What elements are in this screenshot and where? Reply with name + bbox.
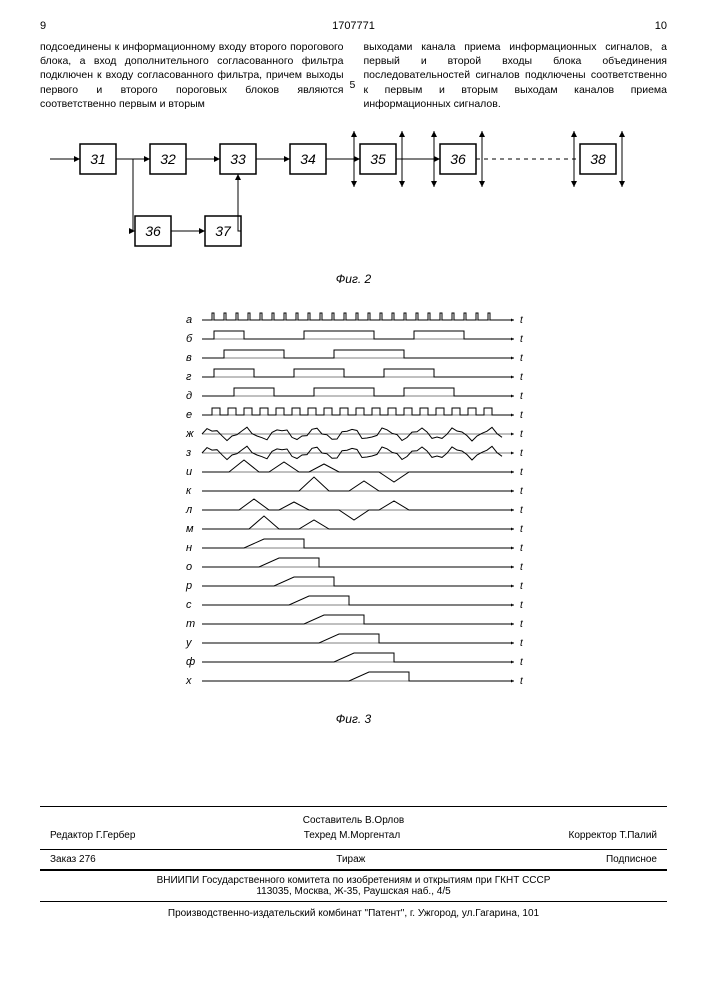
editor: Редактор Г.Гербер [50, 828, 135, 843]
fig2-svg: 31 32 33 34 35 36 38 36 37 [40, 126, 660, 266]
svg-text:t: t [520, 505, 524, 516]
svg-text:м: м [186, 523, 194, 535]
svg-text:н: н [186, 542, 192, 554]
order-row: Заказ 276 Тираж Подписное [40, 850, 667, 871]
svg-text:t: t [520, 562, 524, 573]
svg-text:р: р [185, 580, 192, 592]
svg-text:33: 33 [230, 151, 246, 167]
svg-text:37: 37 [215, 223, 232, 239]
svg-text:31: 31 [90, 151, 106, 167]
org-block: ВНИИПИ Государственного комитета по изоб… [40, 871, 667, 902]
credits-block: Составитель В.Орлов Редактор Г.Гербер Те… [40, 806, 667, 850]
svg-text:t: t [520, 372, 524, 383]
subscription: Подписное [606, 854, 657, 865]
svg-text:с: с [186, 599, 192, 611]
corrector: Корректор Т.Палий [569, 828, 657, 843]
page-left: 9 [40, 20, 60, 32]
svg-text:32: 32 [160, 151, 176, 167]
tirazh: Тираж [336, 854, 365, 865]
svg-text:t: t [520, 581, 524, 592]
svg-text:t: t [520, 543, 524, 554]
order: Заказ 276 [50, 854, 96, 865]
org-name: ВНИИПИ Государственного комитета по изоб… [40, 875, 667, 886]
svg-text:о: о [186, 561, 192, 573]
svg-text:в: в [186, 352, 192, 364]
svg-text:t: t [520, 448, 524, 459]
page-right: 10 [647, 20, 667, 32]
svg-text:а: а [186, 314, 192, 326]
svg-text:и: и [186, 466, 192, 478]
left-column: подсоединены к информационному входу вто… [40, 40, 344, 111]
svg-text:t: t [520, 638, 524, 649]
svg-text:t: t [520, 600, 524, 611]
fig3-label: Фиг. 3 [40, 712, 667, 726]
svg-text:л: л [185, 504, 192, 516]
svg-text:т: т [186, 618, 195, 630]
svg-text:t: t [520, 676, 524, 687]
svg-text:34: 34 [300, 151, 316, 167]
printer-line: Производственно-издательский комбинат "П… [40, 902, 667, 925]
svg-text:б: б [186, 333, 193, 345]
block-diagram: 31 32 33 34 35 36 38 36 37 Фиг. 2 [40, 126, 667, 286]
fig3-svg: а t б t в t г t д t е t ж t з t и t к t л t м t н t о t р t с t т t у t ф t х t [174, 306, 534, 706]
svg-text:t: t [520, 410, 524, 421]
line-number-5: 5 [350, 78, 356, 92]
fig2-label: Фиг. 2 [40, 272, 667, 286]
body-columns: подсоединены к информационному входу вто… [40, 40, 667, 111]
techred: Техред М.Моргентал [304, 828, 400, 843]
svg-text:t: t [520, 334, 524, 345]
svg-text:t: t [520, 486, 524, 497]
svg-text:t: t [520, 315, 524, 326]
compiler: Составитель В.Орлов [40, 813, 667, 828]
patent-number: 1707771 [254, 20, 454, 32]
right-column: 5 выходами канала приема информационных … [364, 40, 668, 111]
svg-text:х: х [185, 675, 192, 687]
org-address: 113035, Москва, Ж-35, Раушская наб., 4/5 [40, 886, 667, 897]
svg-text:е: е [186, 409, 192, 421]
svg-text:г: г [186, 371, 192, 383]
page-header: 9 1707771 10 [40, 20, 667, 32]
svg-text:36: 36 [145, 223, 161, 239]
svg-text:t: t [520, 391, 524, 402]
svg-text:t: t [520, 619, 524, 630]
svg-text:у: у [185, 637, 193, 649]
svg-text:д: д [186, 390, 192, 402]
svg-text:ж: ж [185, 428, 194, 440]
svg-text:t: t [520, 524, 524, 535]
svg-text:к: к [186, 485, 192, 497]
svg-text:t: t [520, 657, 524, 668]
svg-text:35: 35 [370, 151, 386, 167]
svg-text:ф: ф [186, 656, 195, 668]
svg-text:36: 36 [450, 151, 466, 167]
svg-text:t: t [520, 353, 524, 364]
svg-text:38: 38 [590, 151, 606, 167]
timing-diagram: а t б t в t г t д t е t ж t з t и t к t л t м t н t о t р t с t т t у t ф t х t… [40, 306, 667, 726]
svg-text:t: t [520, 467, 524, 478]
svg-text:t: t [520, 429, 524, 440]
svg-text:з: з [185, 447, 191, 459]
